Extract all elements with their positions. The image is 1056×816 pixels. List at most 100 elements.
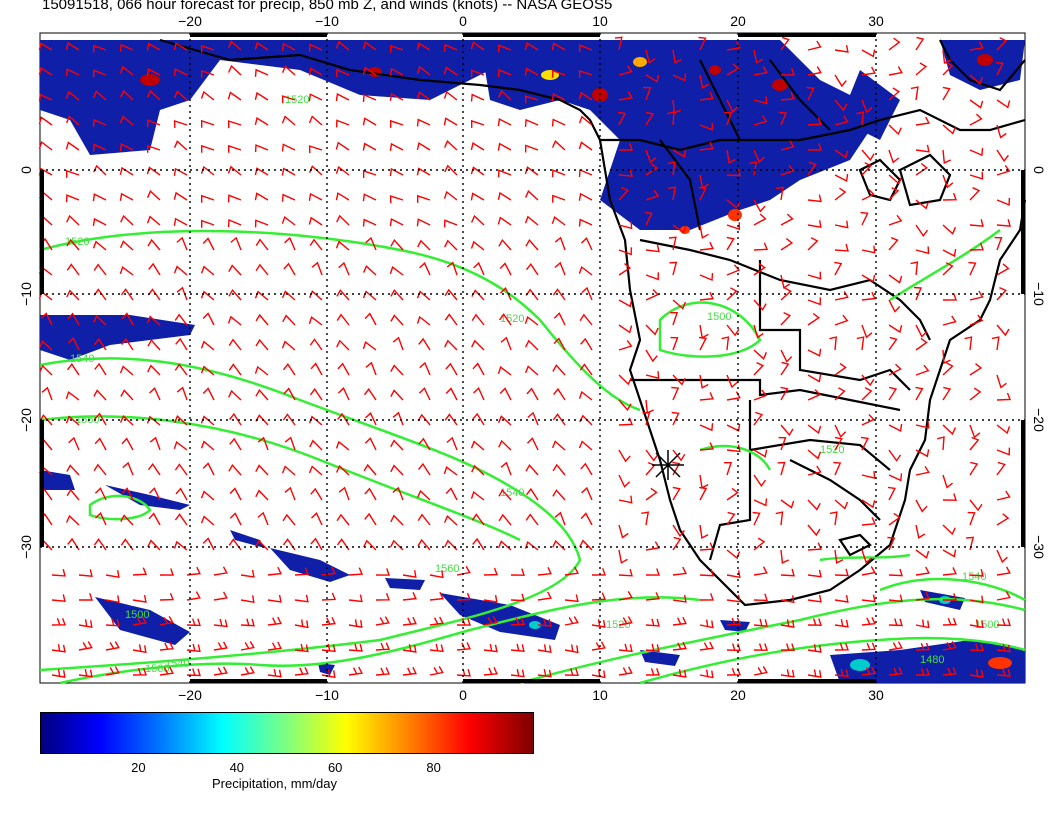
station-marker [652,450,684,480]
wind-barb [483,567,499,576]
wind-barb [119,43,134,52]
wind-barb [281,42,296,51]
wind-barb [119,65,134,76]
wind-barb [726,487,739,501]
wind-barb [95,512,107,526]
wind-barb [969,187,981,201]
wind-barb [807,297,821,306]
wind-barb [996,591,1011,601]
wind-barb [200,290,215,301]
wind-barb [861,324,873,339]
wind-barb [564,566,579,576]
wind-barb [390,289,404,301]
wind-barb [471,313,485,326]
wind-barb [281,465,296,476]
wind-barb [671,411,680,426]
wind-barb [996,286,1007,301]
wind-barb [996,197,1011,206]
wind-barb [255,238,269,251]
wind-barb [173,415,188,426]
wind-barb [402,570,417,578]
wind-barb [887,486,896,501]
wind-barb [227,40,242,51]
wind-barb [444,288,458,301]
wind-barb [564,616,579,626]
wind-barb [834,314,849,326]
wind-barb [336,214,350,226]
wind-barb [861,499,876,509]
wind-barb [942,474,954,489]
wind-barb [336,339,350,351]
wind-barb [578,115,593,126]
wind-barb [618,399,632,412]
wind-barb [41,386,53,401]
wind-barb [834,115,849,126]
wind-barb [335,40,350,51]
wind-barb [186,566,201,576]
wind-barb [942,641,957,651]
wind-barb [645,189,660,201]
wind-barb [229,412,242,426]
wind-barb [753,299,767,311]
wind-barb [65,41,80,51]
wind-barb [282,513,296,526]
wind-barb [227,218,242,228]
wind-barb [65,90,80,101]
wind-barb [645,668,660,676]
wind-barb [443,219,458,228]
wind-barb [364,437,377,451]
wind-barb [255,389,269,401]
wind-barb [419,262,431,276]
wind-barb [861,414,875,426]
wind-barb [642,411,651,426]
wind-barb [834,568,849,577]
wind-barb [807,424,822,434]
wind-barb [119,166,134,176]
wind-barb [308,115,323,126]
wind-barb [336,513,350,526]
wind-barb [254,91,269,101]
wind-barb [668,186,677,201]
wind-barb [888,66,903,76]
wind-barb [105,570,120,579]
wind-barb [311,512,323,526]
wind-barb [335,165,350,176]
wind-barb [392,336,404,351]
lat-lon-grid [40,33,1025,683]
wind-barb [335,464,350,476]
wind-barb [66,214,80,226]
wind-barb [389,266,404,276]
wind-barb [120,514,134,526]
colorbar-tick-label: 40 [229,760,245,775]
wind-barb [309,439,323,451]
wind-barb [66,289,80,301]
wind-barb [174,463,188,476]
wind-barb [146,68,161,77]
lon-tick-top: 20 [730,13,746,29]
wind-barb [66,362,80,376]
wind-barb [834,619,849,628]
wind-barb [617,111,627,126]
wind-barb [105,641,120,651]
wind-barb [65,194,80,203]
wind-barb [724,462,733,476]
wind-barb [159,642,174,651]
wind-barb [174,313,188,326]
wind-barb [780,595,795,604]
wind-barb [942,567,957,576]
wind-barb [888,187,900,201]
wind-barb [969,424,981,439]
wind-barb [66,488,80,501]
wind-barb [121,312,134,326]
wind-barb [578,218,593,227]
wind-barb [65,391,80,401]
wind-barb [146,190,161,201]
wind-barb [915,566,930,576]
svg-text:1560: 1560 [145,663,169,675]
wind-barb [753,666,768,676]
wind-barb [672,486,681,501]
wind-barb [834,74,847,88]
wind-barb [618,591,633,601]
wind-barb [753,618,768,627]
